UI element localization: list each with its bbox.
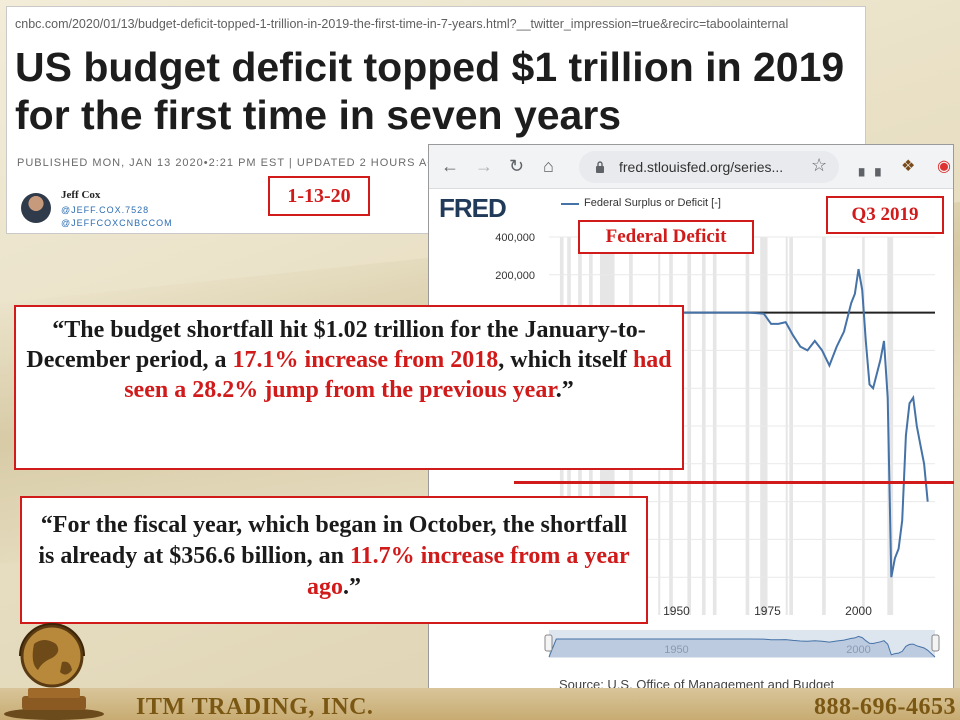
chart-extension-icon[interactable]: ▖▗ <box>859 160 881 176</box>
quote1-text-1: “The budget shortfall hit $1.02 trillion… <box>26 317 646 373</box>
address-bar-url: fred.stlouisfed.org/series... <box>619 159 784 175</box>
navigator-labels: 1950 2000 <box>664 644 871 656</box>
quote-fiscal-year: “For the fiscal year, which began in Oct… <box>20 496 648 624</box>
quote1-highlight-1: 17.1% increase from 2018 <box>232 347 499 373</box>
date-label: 1-13-20 <box>268 176 370 216</box>
navigator-label: 1950 <box>664 644 688 656</box>
quote2-highlight-1: 11.7% increase from a year ago <box>307 543 630 600</box>
author-name[interactable]: Jeff Cox <box>61 189 101 201</box>
navigator-label: 2000 <box>846 644 870 656</box>
x-tick-label: 2000 <box>845 604 872 618</box>
eagle-extension-icon[interactable]: ❖ <box>901 158 916 175</box>
author-avatar <box>21 193 51 223</box>
navigator-left-handle[interactable] <box>544 634 553 652</box>
cnbc-article: cnbc.com/2020/01/13/budget-deficit-toppe… <box>6 6 866 234</box>
quote-calendar-year: “The budget shortfall hit $1.02 trillion… <box>14 305 684 470</box>
article-headline: US budget deficit topped $1 trillion in … <box>15 44 845 138</box>
y-tick-label: 200,000 <box>495 270 535 282</box>
footer-company-name: ITM TRADING, INC. <box>136 694 374 720</box>
address-bar[interactable]: fred.stlouisfed.org/series... <box>579 151 839 183</box>
footer-phone[interactable]: 888-696-4653 <box>814 694 956 720</box>
browser-toolbar: ← → ↻ ⌂ fred.stlouisfed.org/series... ☆ … <box>429 145 953 189</box>
quote1-highlight-2: had seen a 28.2% jump from the previous … <box>124 347 672 403</box>
record-extension-icon[interactable]: ◉ <box>937 158 951 175</box>
federal-deficit-label: Federal Deficit <box>578 220 754 254</box>
fred-logo[interactable]: FRED <box>439 193 507 223</box>
quote1-text-2: , which itself <box>498 347 633 373</box>
quote2-text-2: .” <box>343 574 361 600</box>
navigator-series <box>548 635 936 658</box>
quote1-text-3: .” <box>555 377 574 403</box>
x-tick-label: 1975 <box>754 604 781 618</box>
red-reference-line <box>514 481 954 484</box>
y-tick-label: 400,000 <box>495 232 535 244</box>
footer-bar <box>0 688 960 720</box>
x-tick-label: 1950 <box>663 604 690 618</box>
series-line <box>556 268 929 578</box>
star-icon[interactable]: ☆ <box>811 155 828 175</box>
author-handle-facebook[interactable]: @JEFF.COX.7528 <box>61 205 150 215</box>
globe-logo-icon <box>4 623 104 720</box>
back-arrow-icon[interactable]: ← <box>441 156 459 176</box>
navigator-right-handle[interactable] <box>931 634 940 652</box>
article-publish-meta: PUBLISHED MON, JAN 13 2020•2:21 PM EST |… <box>17 157 447 169</box>
forward-arrow-icon[interactable]: → <box>475 156 493 176</box>
author-handle-twitter[interactable]: @JEFFCOXCNBCCOM <box>61 218 173 228</box>
quote2-text-1: “For the fiscal year, which began in Oct… <box>38 512 628 569</box>
legend-swatch <box>561 203 579 205</box>
article-url[interactable]: cnbc.com/2020/01/13/budget-deficit-toppe… <box>15 17 789 31</box>
q3-2019-label: Q3 2019 <box>826 196 944 234</box>
home-icon[interactable]: ⌂ <box>543 156 554 176</box>
reload-icon[interactable]: ↻ <box>509 156 525 176</box>
legend-label: Federal Surplus or Deficit [-] <box>584 197 721 209</box>
x-tick-labels: 1950 1975 2000 <box>663 604 872 618</box>
lock-icon <box>596 161 604 173</box>
